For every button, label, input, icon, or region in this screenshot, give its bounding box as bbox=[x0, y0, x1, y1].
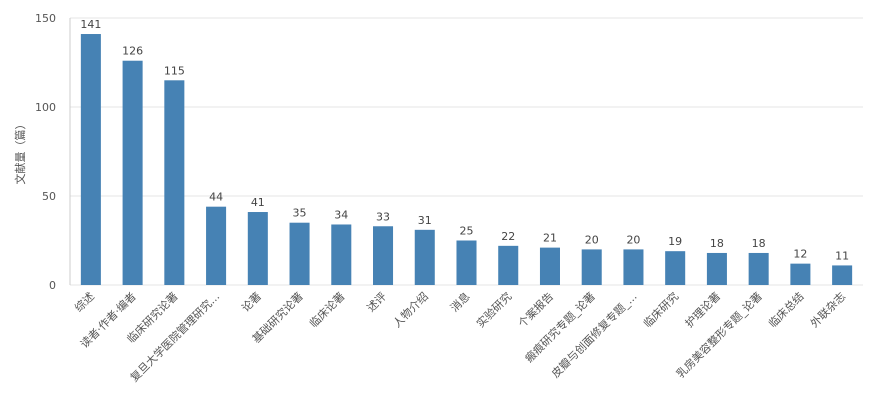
x-category-label: 述评 bbox=[364, 290, 389, 315]
data-label: 115 bbox=[164, 64, 185, 77]
data-label: 11 bbox=[835, 249, 849, 262]
data-label: 18 bbox=[752, 237, 766, 250]
bar[interactable] bbox=[122, 60, 143, 285]
y-axis-ticks: 0 50 100 150 bbox=[35, 12, 56, 292]
data-label: 31 bbox=[418, 214, 432, 227]
data-label: 141 bbox=[80, 18, 101, 31]
bar[interactable] bbox=[373, 226, 394, 285]
data-label: 44 bbox=[209, 191, 223, 204]
bar[interactable] bbox=[581, 249, 602, 285]
bar[interactable] bbox=[498, 245, 519, 285]
x-category-label: 瘢痕研究专题_论著 bbox=[522, 289, 598, 365]
bar[interactable] bbox=[748, 252, 769, 285]
x-category-label: 论著 bbox=[238, 289, 263, 314]
data-label: 21 bbox=[543, 232, 557, 245]
data-label: 20 bbox=[585, 233, 599, 246]
data-label: 34 bbox=[334, 208, 348, 221]
data-label: 35 bbox=[293, 207, 307, 220]
data-label: 126 bbox=[122, 45, 143, 58]
bar[interactable] bbox=[456, 240, 477, 286]
x-category-label: 人物介绍 bbox=[390, 289, 431, 330]
bar[interactable] bbox=[289, 222, 310, 285]
x-category-label: 临床研究 bbox=[640, 289, 681, 330]
x-category-label: 个案报告 bbox=[515, 289, 556, 330]
y-tick-label: 150 bbox=[35, 12, 56, 25]
bar[interactable] bbox=[665, 251, 686, 285]
y-axis-title: 文献量（篇） bbox=[13, 119, 27, 185]
bar[interactable] bbox=[164, 80, 185, 285]
x-category-label: 临床论著 bbox=[306, 289, 347, 330]
data-label: 41 bbox=[251, 196, 265, 209]
bars bbox=[80, 34, 853, 286]
data-label: 18 bbox=[710, 237, 724, 250]
bar[interactable] bbox=[539, 247, 560, 285]
bar[interactable] bbox=[832, 265, 853, 285]
y-tick-label: 0 bbox=[49, 279, 56, 292]
bar[interactable] bbox=[623, 249, 644, 285]
y-tick-label: 50 bbox=[42, 190, 56, 203]
x-category-label: 消息 bbox=[447, 289, 472, 314]
bar[interactable] bbox=[247, 212, 268, 285]
x-category-label: 外联杂志 bbox=[808, 290, 848, 330]
bar[interactable] bbox=[206, 206, 227, 285]
x-category-label: 护理论著 bbox=[682, 289, 723, 330]
bar[interactable] bbox=[706, 252, 727, 285]
data-label: 20 bbox=[626, 233, 640, 246]
bar[interactable] bbox=[80, 34, 101, 285]
data-labels: 141 126 115 44 41 35 34 33 31 25 22 21 20 20 19 18 18 12 1… bbox=[80, 18, 849, 262]
data-label: 25 bbox=[460, 225, 474, 238]
data-label: 33 bbox=[376, 210, 390, 223]
x-category-label: 综述 bbox=[72, 289, 97, 314]
data-label: 22 bbox=[501, 230, 515, 243]
y-tick-label: 100 bbox=[35, 101, 56, 114]
data-label: 12 bbox=[793, 248, 807, 261]
bar[interactable] bbox=[790, 263, 811, 285]
bar[interactable] bbox=[414, 229, 435, 285]
x-category-label: 实验研究 bbox=[473, 289, 514, 330]
bar[interactable] bbox=[331, 224, 352, 285]
x-category-label: 临床总结 bbox=[766, 289, 807, 330]
data-label: 19 bbox=[668, 235, 682, 248]
